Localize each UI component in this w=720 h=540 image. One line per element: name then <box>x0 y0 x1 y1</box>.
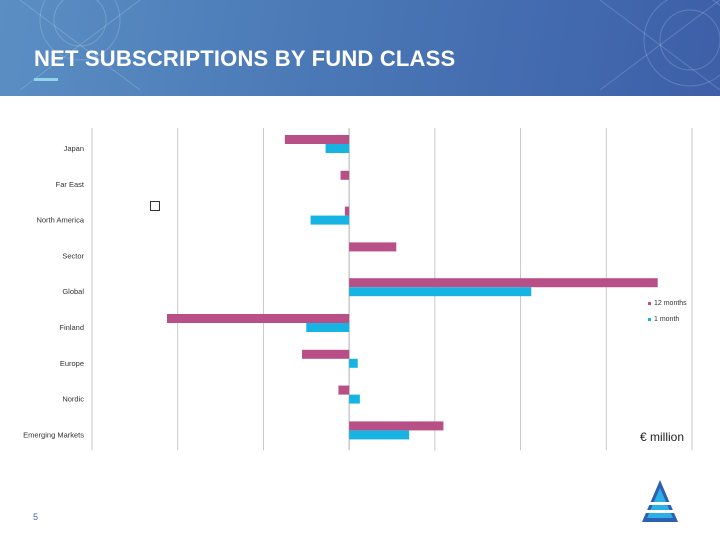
page-number: 5 <box>33 512 39 522</box>
company-logo <box>642 480 678 522</box>
header-banner: NET SUBSCRIPTIONS BY FUND CLASS <box>0 0 720 96</box>
placeholder-box <box>150 201 160 211</box>
bar-12-months <box>167 314 350 323</box>
bar-12-months <box>338 385 350 395</box>
bar-1-month <box>325 144 350 153</box>
unit-label: € million <box>640 430 685 444</box>
legend-item-12-months: 12 months <box>648 300 687 307</box>
net-subscriptions-chart: -600-400-2000200400600800JapanFar EastNo… <box>23 128 693 451</box>
category-label: Global <box>62 287 84 296</box>
bar-12-months <box>284 135 350 144</box>
bar-1-month <box>349 394 360 404</box>
bar-1-month <box>349 287 532 297</box>
bar-12-months <box>349 421 444 431</box>
legend-swatch-12-months <box>648 302 651 305</box>
bar-12-months <box>349 242 397 252</box>
legend-swatch-1-month <box>648 318 651 321</box>
page-title: NET SUBSCRIPTIONS BY FUND CLASS <box>34 46 456 71</box>
bar-12-months <box>302 349 350 359</box>
bar-1-month <box>306 323 350 332</box>
bar-1-month <box>310 215 350 225</box>
title-underline <box>34 78 58 81</box>
category-label: Nordic <box>62 395 84 404</box>
legend-label-1-month: 1 month <box>654 316 680 323</box>
bar-1-month <box>349 358 358 368</box>
category-label: Far East <box>56 180 85 189</box>
category-label: Europe <box>60 359 84 368</box>
category-label: Finland <box>59 323 84 332</box>
legend-label-12-months: 12 months <box>654 300 687 307</box>
bar-12-months <box>349 278 658 288</box>
bar-12-months <box>340 170 350 180</box>
bar-12-months <box>344 206 350 216</box>
category-label: Sector <box>62 251 84 260</box>
category-label: Japan <box>64 144 84 153</box>
category-label: North America <box>36 216 84 225</box>
bar-1-month <box>349 430 410 440</box>
header-pattern <box>19 0 720 91</box>
category-label: Emerging Markets <box>23 430 84 439</box>
legend-item-1-month: 1 month <box>648 316 679 323</box>
